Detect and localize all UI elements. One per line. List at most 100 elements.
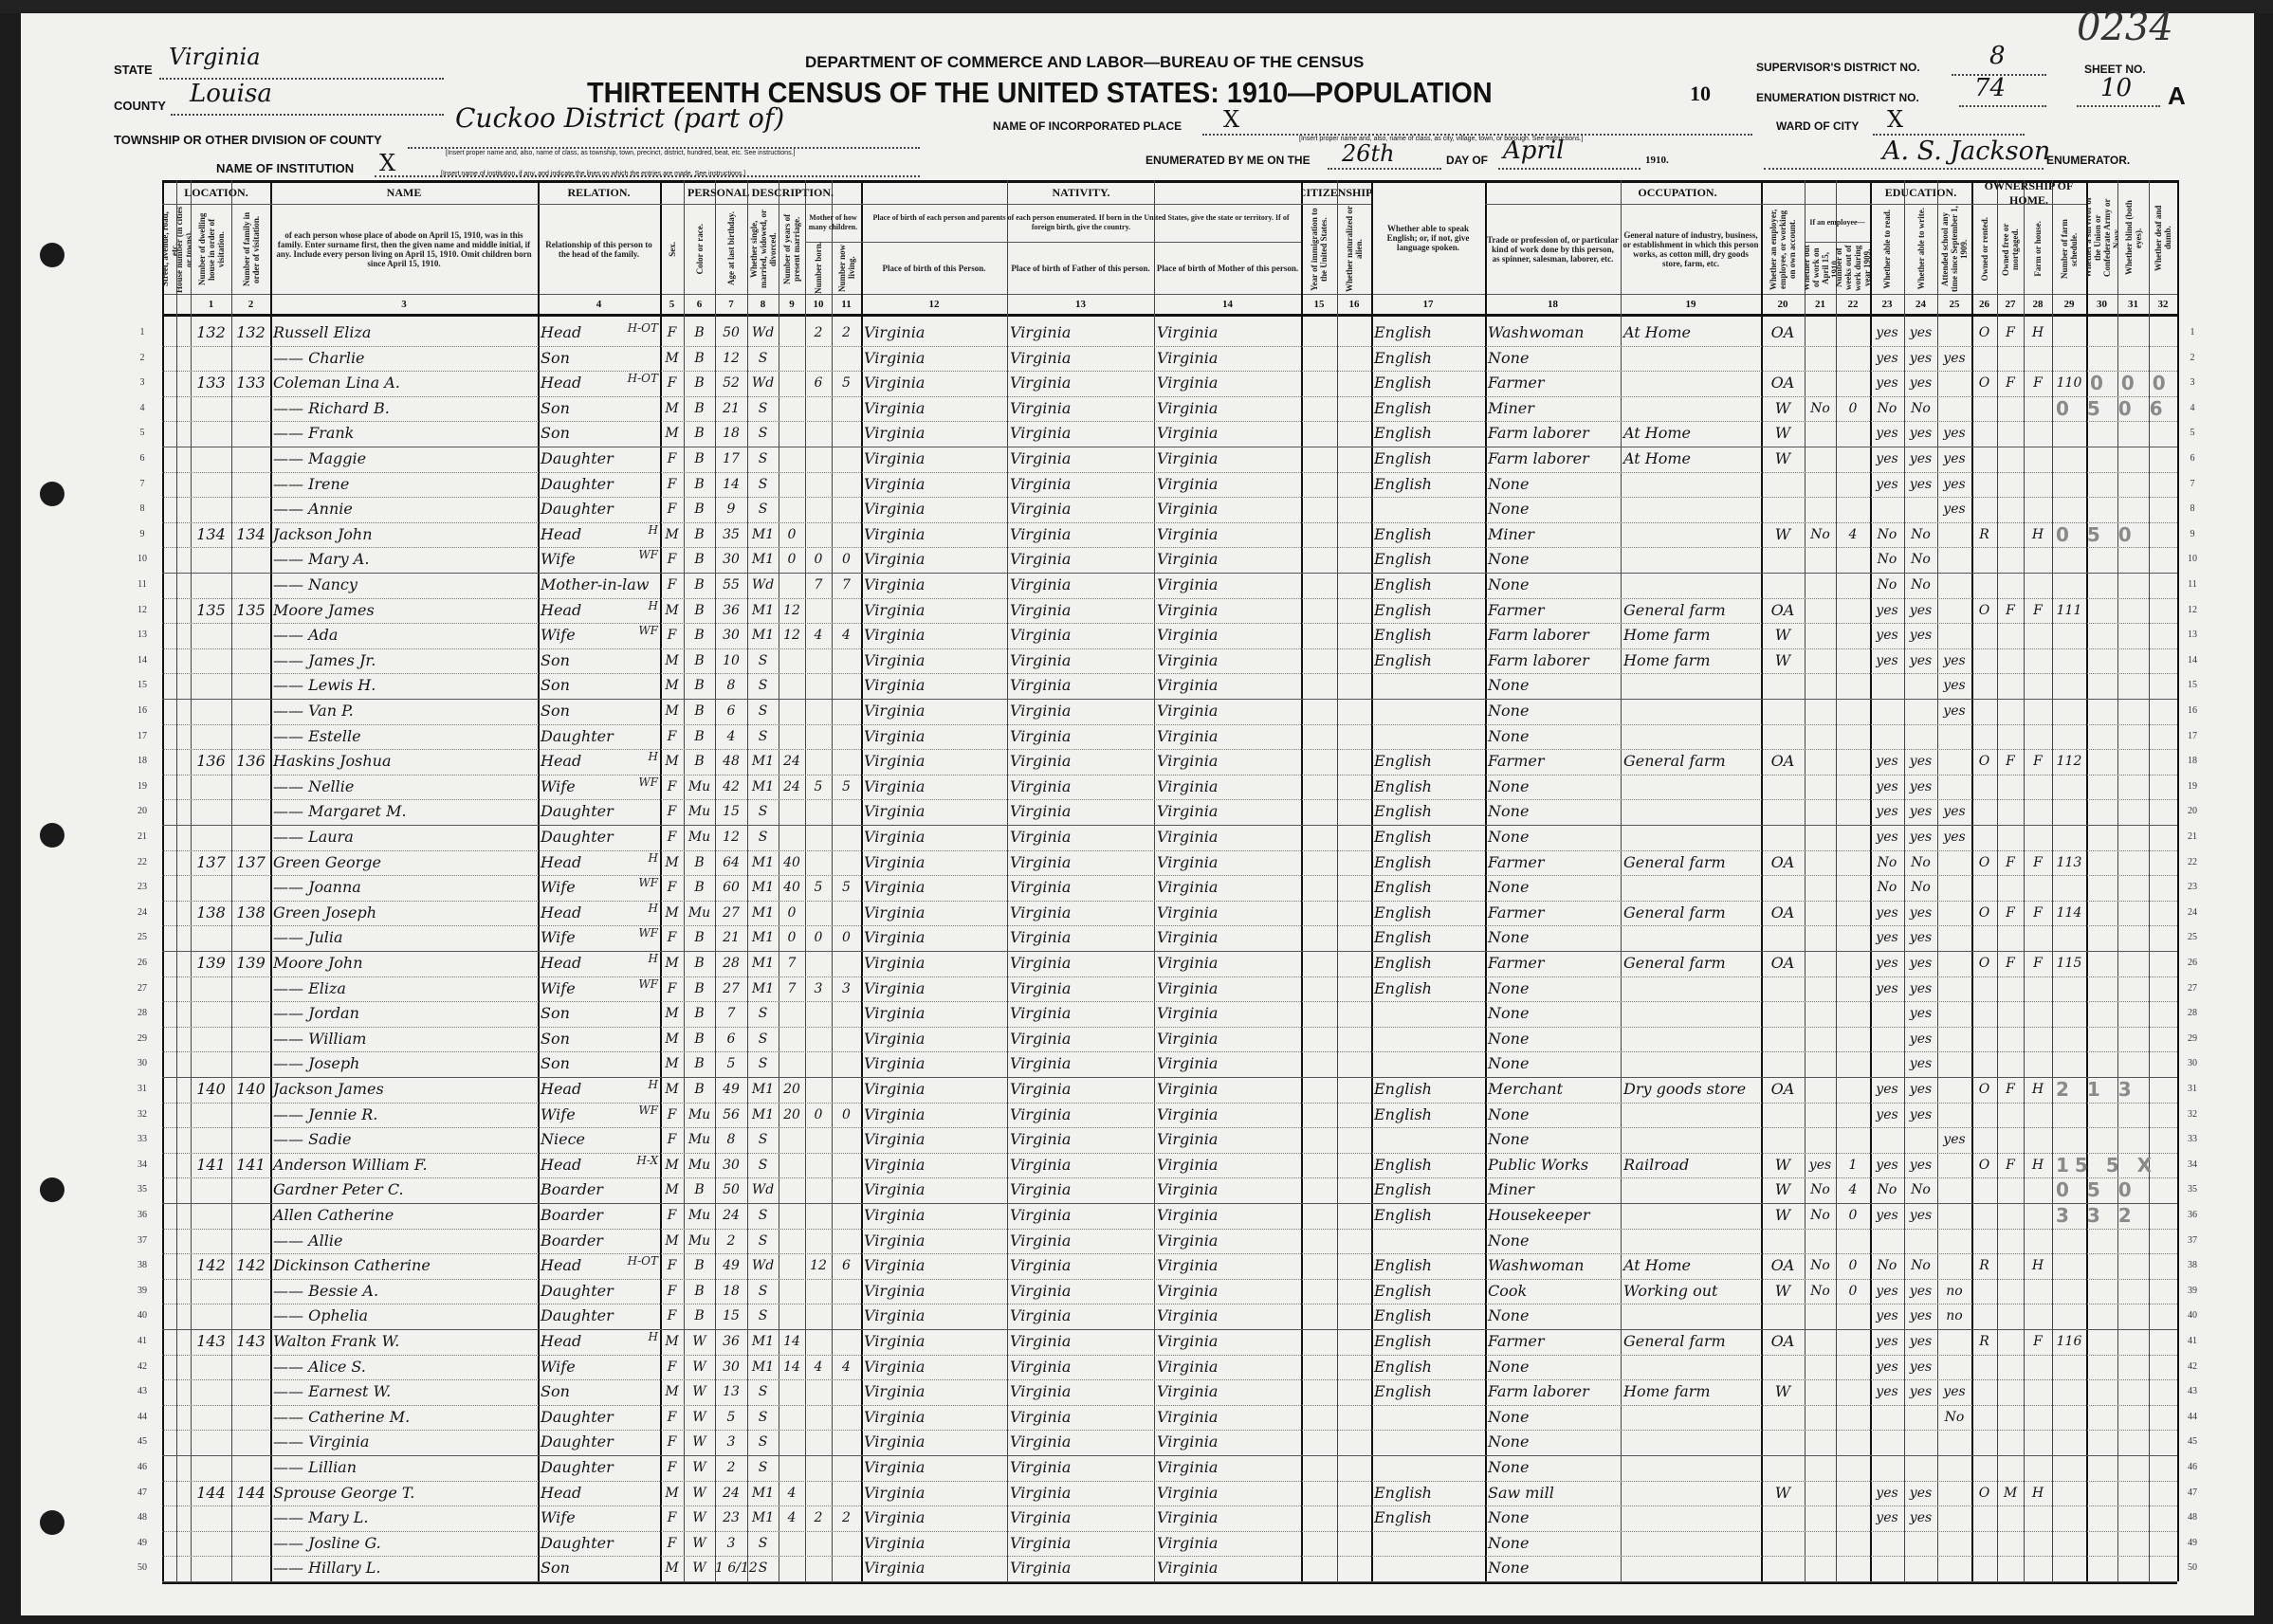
cell-birthplace: Virginia bbox=[864, 1029, 926, 1048]
cell-out-of-work: No bbox=[1810, 1258, 1830, 1274]
cell-father-bp: Virginia bbox=[1010, 852, 1072, 871]
cell-father-bp: Virginia bbox=[1010, 1281, 1072, 1300]
cell-trade: None bbox=[1488, 1231, 1530, 1250]
line-number-right: 7 bbox=[2190, 478, 2195, 489]
cell-father-bp: Virginia bbox=[1010, 424, 1072, 443]
line-number-right: 15 bbox=[2188, 680, 2197, 691]
cell-industry: At Home bbox=[1623, 323, 1692, 341]
cell-farm-house: F bbox=[2033, 754, 2043, 770]
cell-color: W bbox=[692, 1460, 706, 1475]
cell-color: B bbox=[694, 451, 705, 466]
cell-age: 21 bbox=[723, 930, 740, 946]
cell-weeks-out: 0 bbox=[1848, 1283, 1858, 1299]
cell-color: B bbox=[694, 400, 705, 416]
line-number-right: 12 bbox=[2188, 604, 2197, 615]
cell-sex: M bbox=[665, 754, 679, 770]
cell-birthplace: Virginia bbox=[864, 424, 926, 443]
column-rule bbox=[805, 180, 806, 1581]
cell-father-bp: Virginia bbox=[1010, 500, 1072, 519]
cell-write: yes bbox=[1909, 1006, 1933, 1022]
cell-father-bp: Virginia bbox=[1010, 752, 1072, 771]
cell-trade: Farmer bbox=[1488, 600, 1545, 619]
cell-write: yes bbox=[1909, 1485, 1933, 1501]
cell-name: —— Frank bbox=[273, 424, 355, 443]
cell-rel: Wife bbox=[541, 1357, 576, 1376]
cell-father-bp: Virginia bbox=[1010, 348, 1072, 367]
cell-years-married: 20 bbox=[783, 1106, 800, 1122]
column-group-header: LOCATION. bbox=[184, 186, 248, 199]
cell-read: yes bbox=[1876, 956, 1898, 971]
cell-name: Green Joseph bbox=[273, 903, 377, 921]
cell-sex: M bbox=[665, 602, 679, 618]
cell-read: yes bbox=[1876, 476, 1898, 492]
line-number-left: 2 bbox=[139, 352, 145, 363]
cell-owned: O bbox=[1978, 375, 1990, 392]
cell-age: 30 bbox=[723, 1157, 740, 1173]
cell-color: B bbox=[694, 1006, 705, 1022]
cell-language: English bbox=[1374, 1104, 1432, 1123]
column-rule bbox=[1371, 180, 1373, 1581]
cell-birthplace: Virginia bbox=[864, 1407, 926, 1426]
column-number: 21 bbox=[1815, 299, 1825, 310]
cell-father-bp: Virginia bbox=[1010, 676, 1072, 695]
cell-color: B bbox=[694, 375, 705, 392]
column-header-employer: Whether an employer, employee, or workin… bbox=[1761, 204, 1805, 294]
cell-father-bp: Virginia bbox=[1010, 928, 1072, 947]
line-number-right: 35 bbox=[2188, 1184, 2197, 1195]
supervisor-label: SUPERVISOR'S DISTRICT NO. bbox=[1756, 61, 1920, 74]
cell-sex: F bbox=[667, 1434, 677, 1451]
cell-birthplace: Virginia bbox=[864, 600, 926, 619]
column-rule bbox=[1337, 180, 1338, 1581]
cell-school: yes bbox=[1943, 426, 1966, 442]
cell-language: English bbox=[1374, 1357, 1432, 1376]
cell-color: B bbox=[694, 1031, 705, 1047]
cell-family: 132 bbox=[236, 323, 266, 341]
column-rule bbox=[162, 180, 164, 1581]
cell-dwelling: 132 bbox=[196, 323, 226, 341]
column-header-dwelling: Number of dwelling house in order of vis… bbox=[191, 204, 231, 294]
cell-father-bp: Virginia bbox=[1010, 1080, 1072, 1098]
row-rule bbox=[162, 1077, 2177, 1078]
cell-living: 0 bbox=[842, 552, 851, 568]
cell-name: —— Joanna bbox=[273, 878, 361, 897]
cell-trade: None bbox=[1488, 878, 1530, 897]
cell-language: English bbox=[1374, 474, 1432, 493]
cell-marital: S bbox=[758, 830, 768, 845]
cell-school: yes bbox=[1943, 652, 1966, 668]
cell-mother-bp: Virginia bbox=[1157, 776, 1219, 795]
cell-age: 7 bbox=[726, 1006, 736, 1022]
column-header-immigration: Year of immigration to the United States… bbox=[1301, 204, 1337, 294]
column-number: 27 bbox=[2005, 299, 2016, 310]
column-rule bbox=[1997, 180, 1998, 1581]
cell-sex: F bbox=[667, 1106, 677, 1122]
cell-birthplace: Virginia bbox=[864, 1458, 926, 1476]
cell-color: B bbox=[694, 1056, 705, 1072]
cell-years-married: 0 bbox=[787, 552, 797, 568]
column-header-label: Whether blind (both eyes). bbox=[2123, 200, 2143, 276]
cell-trade: Farmer bbox=[1488, 374, 1545, 392]
cell-name: —— Joseph bbox=[273, 1054, 360, 1073]
cell-father-bp: Virginia bbox=[1010, 1382, 1072, 1401]
cell-mother-bp: Virginia bbox=[1157, 1306, 1219, 1325]
cell-mother-bp: Virginia bbox=[1157, 1357, 1219, 1376]
column-header-years-married: Number of years of present marriage. bbox=[779, 204, 805, 294]
column-rule bbox=[715, 180, 716, 1581]
column-number: 5 bbox=[669, 299, 675, 310]
cell-family: 140 bbox=[236, 1080, 266, 1098]
cell-birthplace: Virginia bbox=[864, 1155, 926, 1174]
line-number-left: 1 bbox=[139, 327, 145, 338]
cell-farm-house: H bbox=[2031, 526, 2044, 542]
cell-father-bp: Virginia bbox=[1010, 1104, 1072, 1123]
institution-hint: [Insert name of institution, if any, and… bbox=[441, 171, 746, 177]
cell-living: 4 bbox=[842, 628, 851, 644]
column-header-out-of-work: Whether out of work on April 15, 1910. bbox=[1805, 242, 1836, 294]
column-number: 28 bbox=[2032, 299, 2044, 310]
cell-mother-bp: Virginia bbox=[1157, 550, 1219, 569]
cell-father-bp: Virginia bbox=[1010, 1357, 1072, 1376]
cell-color: B bbox=[694, 652, 705, 668]
punch-hole bbox=[40, 823, 64, 848]
cell-living: 2 bbox=[842, 1510, 851, 1526]
cell-father-bp: Virginia bbox=[1010, 1508, 1072, 1527]
line-number-right: 26 bbox=[2188, 958, 2197, 968]
cell-write: No bbox=[1911, 880, 1931, 896]
